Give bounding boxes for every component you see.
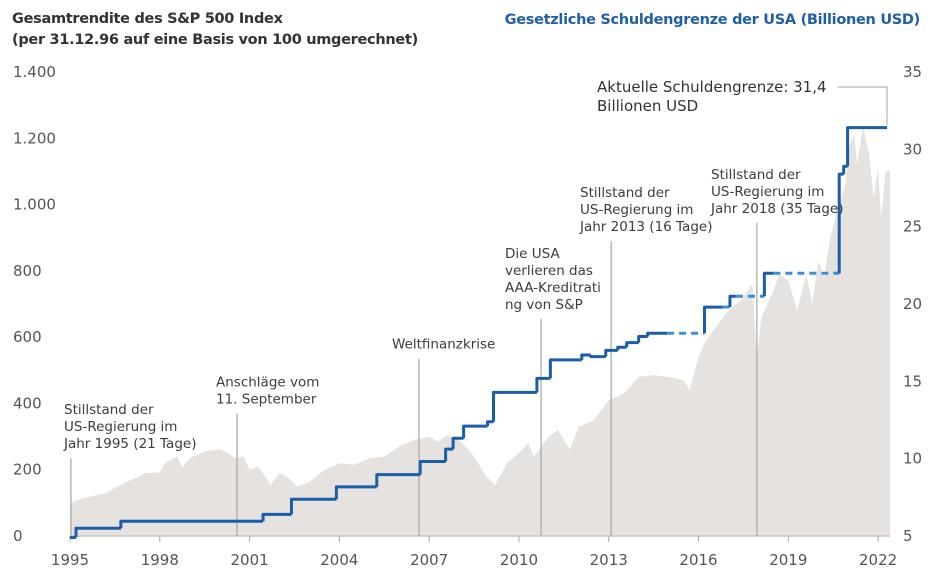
debt-limit-segment — [418, 459, 446, 475]
x-tick-label: 2010 — [500, 551, 538, 569]
debt-limit-segment — [762, 271, 774, 297]
debt-limit-segment — [625, 341, 639, 348]
debt-limit-segment — [616, 345, 627, 351]
event-label: 11. September — [216, 391, 317, 407]
event-label: Weltfinanzkrise — [392, 337, 495, 353]
debt-limit-segment — [604, 348, 618, 357]
debt-limit-segment — [334, 485, 377, 500]
debt-limit-segment — [492, 390, 537, 422]
debt-limit-segment — [375, 473, 421, 487]
event-label: Stillstand der — [711, 167, 801, 183]
left-axis-title-line1: Gesamtrendite des S&P 500 Index — [12, 11, 283, 27]
debt-limit-segment — [842, 164, 848, 175]
debt-limit-segment — [535, 376, 551, 393]
right-tick-label: 20 — [903, 295, 922, 313]
debt-limit-segment — [451, 436, 464, 450]
debt-limit-segment — [646, 331, 668, 337]
x-tick-label: 2007 — [410, 551, 448, 569]
debt-limit-segment — [728, 294, 736, 308]
right-tick-label: 35 — [903, 63, 922, 81]
x-tick-label: 2004 — [320, 551, 358, 569]
debt-limit-segment — [548, 358, 582, 379]
event-label: Stillstand der — [64, 402, 154, 418]
x-tick-label: 1998 — [141, 551, 179, 569]
current-limit-label: Aktuelle Schuldengrenze: 31,4 — [597, 78, 827, 96]
right-tick-label: 15 — [903, 372, 922, 390]
event-label: Stillstand der — [580, 185, 670, 201]
left-tick-label: 600 — [13, 328, 42, 346]
right-tick-label: 25 — [903, 218, 922, 236]
left-tick-label: 0 — [13, 527, 23, 545]
debt-limit-segment — [486, 420, 494, 427]
debt-limit-segment — [444, 447, 454, 462]
current-limit-leader-line — [838, 86, 888, 125]
left-tick-label: 1.400 — [13, 63, 56, 81]
debt-limit-segment — [637, 334, 648, 343]
event-label: US-Regierung im — [580, 202, 693, 218]
event-label: US-Regierung im — [64, 419, 177, 435]
left-tick-label: 200 — [13, 461, 42, 479]
event-label: verlieren das — [505, 263, 593, 279]
left-tick-label: 800 — [13, 262, 42, 280]
debt-limit-segment — [261, 512, 292, 522]
x-tick-label: 2016 — [679, 551, 717, 569]
event-label: Anschläge vom — [216, 374, 319, 390]
debt-limit-segment — [846, 126, 888, 167]
right-axis-title: Gesetzliche Schuldengrenze der USA (Bill… — [504, 12, 921, 28]
left-axis-title-line2: (per 31.12.96 auf eine Basis von 100 umg… — [12, 32, 418, 48]
x-tick-label: 1995 — [51, 551, 89, 569]
x-tick-label: 2013 — [590, 551, 628, 569]
event-label: Die USA — [505, 246, 560, 262]
debt-limit-segment — [74, 526, 121, 538]
debt-limit-segment — [289, 497, 337, 515]
right-tick-label: 5 — [903, 527, 913, 545]
debt-limit-segment — [703, 305, 723, 334]
right-tick-label: 30 — [903, 140, 922, 158]
debt-limit-segment — [119, 519, 264, 529]
left-tick-label: 1.200 — [13, 129, 56, 147]
event-label: US-Regierung im — [711, 184, 824, 200]
debt-limit-segment — [580, 353, 591, 360]
x-tick-label: 2019 — [769, 551, 807, 569]
right-tick-label: 10 — [903, 450, 922, 468]
event-label: Jahr 2018 (35 Tage) — [710, 201, 843, 217]
debt-limit-segment — [462, 424, 488, 439]
event-label: ng von S&P — [505, 297, 583, 313]
x-tick-label: 2001 — [230, 551, 268, 569]
event-label: Jahr 2013 (16 Tage) — [579, 219, 712, 235]
event-label: AAA-Kreditrati — [505, 280, 601, 296]
x-tick-label: 2022 — [859, 551, 897, 569]
left-tick-label: 400 — [13, 394, 42, 412]
current-limit-label: Billionen USD — [597, 97, 698, 115]
sp500-area — [70, 125, 891, 536]
left-tick-label: 1.000 — [13, 196, 56, 214]
event-label: Jahr 1995 (21 Tage) — [63, 436, 196, 452]
debt-limit-segment — [589, 355, 606, 359]
